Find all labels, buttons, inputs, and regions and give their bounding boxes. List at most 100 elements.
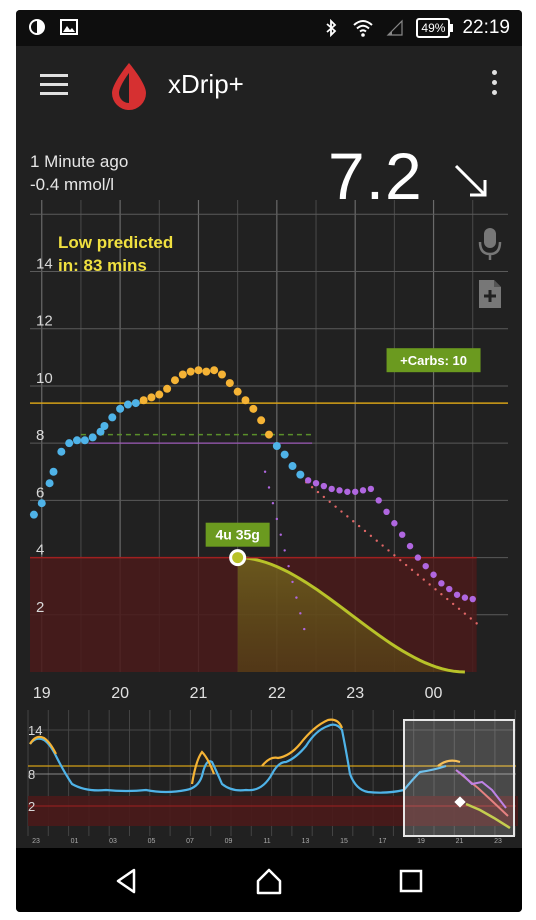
overview-trace-orange <box>29 718 461 785</box>
x-tick-label: 23 <box>346 685 364 702</box>
prediction-dot-red <box>352 520 355 523</box>
overview-y-tick: 8 <box>28 767 35 782</box>
reading-point <box>469 595 476 603</box>
prediction-dot-red <box>475 622 478 625</box>
overview-x-tick: 01 <box>71 838 79 845</box>
reading-point <box>49 467 58 476</box>
prediction-dot-red <box>416 573 420 576</box>
add-note-icon[interactable] <box>476 278 504 310</box>
x-tick-label: 21 <box>190 685 208 702</box>
reading-point <box>383 508 390 516</box>
overview-x-labels: 23 01 03 05 07 09 11 13 15 17 19 21 23 <box>32 838 502 845</box>
x-tick-label: 22 <box>268 685 286 702</box>
reading-point <box>344 488 351 495</box>
reading-point <box>375 497 382 504</box>
overview-x-tick: 07 <box>186 838 194 845</box>
prediction-dot-red <box>369 534 373 538</box>
prediction-dot-red <box>469 617 472 620</box>
prediction-dot-purple <box>271 502 275 505</box>
reading-point <box>80 436 89 445</box>
overview-insulin-curve <box>465 802 511 830</box>
prediction-dot-red <box>363 529 367 533</box>
reading-point <box>45 479 54 488</box>
overview-y-labels: 2 8 14 <box>28 723 42 814</box>
wifi-icon <box>353 20 374 37</box>
prediction-dot-red <box>410 568 414 572</box>
reading-point <box>257 416 266 425</box>
y-tick-label: 4 <box>36 542 44 559</box>
insulin-badge-label: 4u 35g <box>215 527 259 543</box>
back-icon[interactable] <box>112 866 142 896</box>
reading-point <box>210 366 219 375</box>
reading-point <box>37 499 46 508</box>
x-tick-label: 00 <box>425 685 443 702</box>
overflow-menu-icon[interactable] <box>492 70 500 100</box>
reading-point <box>406 542 414 550</box>
insulin-treatment-badge[interactable]: 4u 35g <box>205 522 270 567</box>
overview-x-tick: 09 <box>225 838 233 845</box>
prediction-dot-purple <box>263 470 267 473</box>
reading-point <box>178 370 187 379</box>
overview-trace-blue <box>29 723 447 794</box>
prediction-dot-purple <box>267 486 271 489</box>
reading-point <box>414 554 422 561</box>
app-title: xDrip+ <box>168 69 244 99</box>
reading-point <box>328 485 335 493</box>
reading-point <box>73 436 82 445</box>
home-icon[interactable] <box>254 866 284 896</box>
reading-point <box>139 396 148 405</box>
prediction-dot-red <box>434 588 437 591</box>
prediction-dot-purple <box>287 564 290 568</box>
reading-time-ago: 1 Minute ago <box>30 152 129 171</box>
app-bar: xDrip+ <box>16 46 522 124</box>
x-tick-label: 19 <box>33 685 51 702</box>
reading-point <box>446 585 453 593</box>
y-tick-label: 8 <box>36 427 44 444</box>
overview-prediction-purple <box>455 769 507 809</box>
overview-x-tick: 23 <box>494 838 502 845</box>
reading-point <box>123 400 132 409</box>
prediction-dot-purple <box>295 596 298 599</box>
prediction-dot-red <box>340 510 343 513</box>
viewport-window[interactable] <box>403 719 515 837</box>
reading-point <box>430 571 437 578</box>
prediction-dot-red <box>346 515 349 518</box>
reading-delta: -0.4 mmol/l <box>30 175 115 194</box>
phone-screen: 49% 22:19 xDrip+ 1 Minute ago -0.4 mmol/… <box>16 10 522 912</box>
reading-point <box>265 430 273 439</box>
reading-point <box>225 379 234 388</box>
overview-chart[interactable]: 2 8 14 23 01 03 05 07 09 11 13 15 17 19 21 23 <box>16 700 522 846</box>
prediction-dot-purple <box>303 627 306 631</box>
reading-point <box>312 480 320 487</box>
reading-point <box>280 450 289 459</box>
prediction-dot-red <box>457 607 461 610</box>
reading-meta: 1 Minute ago -0.4 mmol/l <box>30 150 128 196</box>
overview-y-tick: 14 <box>28 723 42 738</box>
brightness-icon <box>29 19 45 35</box>
reading-point <box>57 447 66 456</box>
reading-point <box>367 485 375 493</box>
prediction-dot-purple <box>299 612 302 615</box>
carbs-treatment-badge[interactable]: +Carbs: 10 <box>386 348 481 373</box>
reading-point <box>438 580 445 587</box>
reading-point <box>147 393 156 402</box>
prediction-dot-purple <box>275 517 279 521</box>
signal-icon <box>386 19 404 36</box>
treatment-marker <box>229 549 247 567</box>
recents-icon[interactable] <box>396 866 426 896</box>
reading-point <box>296 470 305 479</box>
reading-point <box>233 387 242 396</box>
reading-point <box>202 367 211 376</box>
menu-icon[interactable] <box>40 74 68 96</box>
overview-x-tick: 03 <box>109 838 117 845</box>
status-clock: 22:19 <box>462 17 510 38</box>
overview-x-tick: 15 <box>340 838 348 845</box>
reading-point <box>170 376 179 385</box>
y-axis-labels: 2 4 6 8 10 12 14 <box>36 256 53 616</box>
microphone-icon[interactable] <box>476 226 504 262</box>
glucose-chart[interactable]: 2 4 6 8 10 12 14 19 20 21 22 23 00 Low predicted in… <box>16 196 522 708</box>
overview-x-tick: 21 <box>456 838 464 845</box>
prediction-dot-red <box>440 592 443 596</box>
reading-point <box>461 594 469 601</box>
reading-point <box>194 366 203 375</box>
